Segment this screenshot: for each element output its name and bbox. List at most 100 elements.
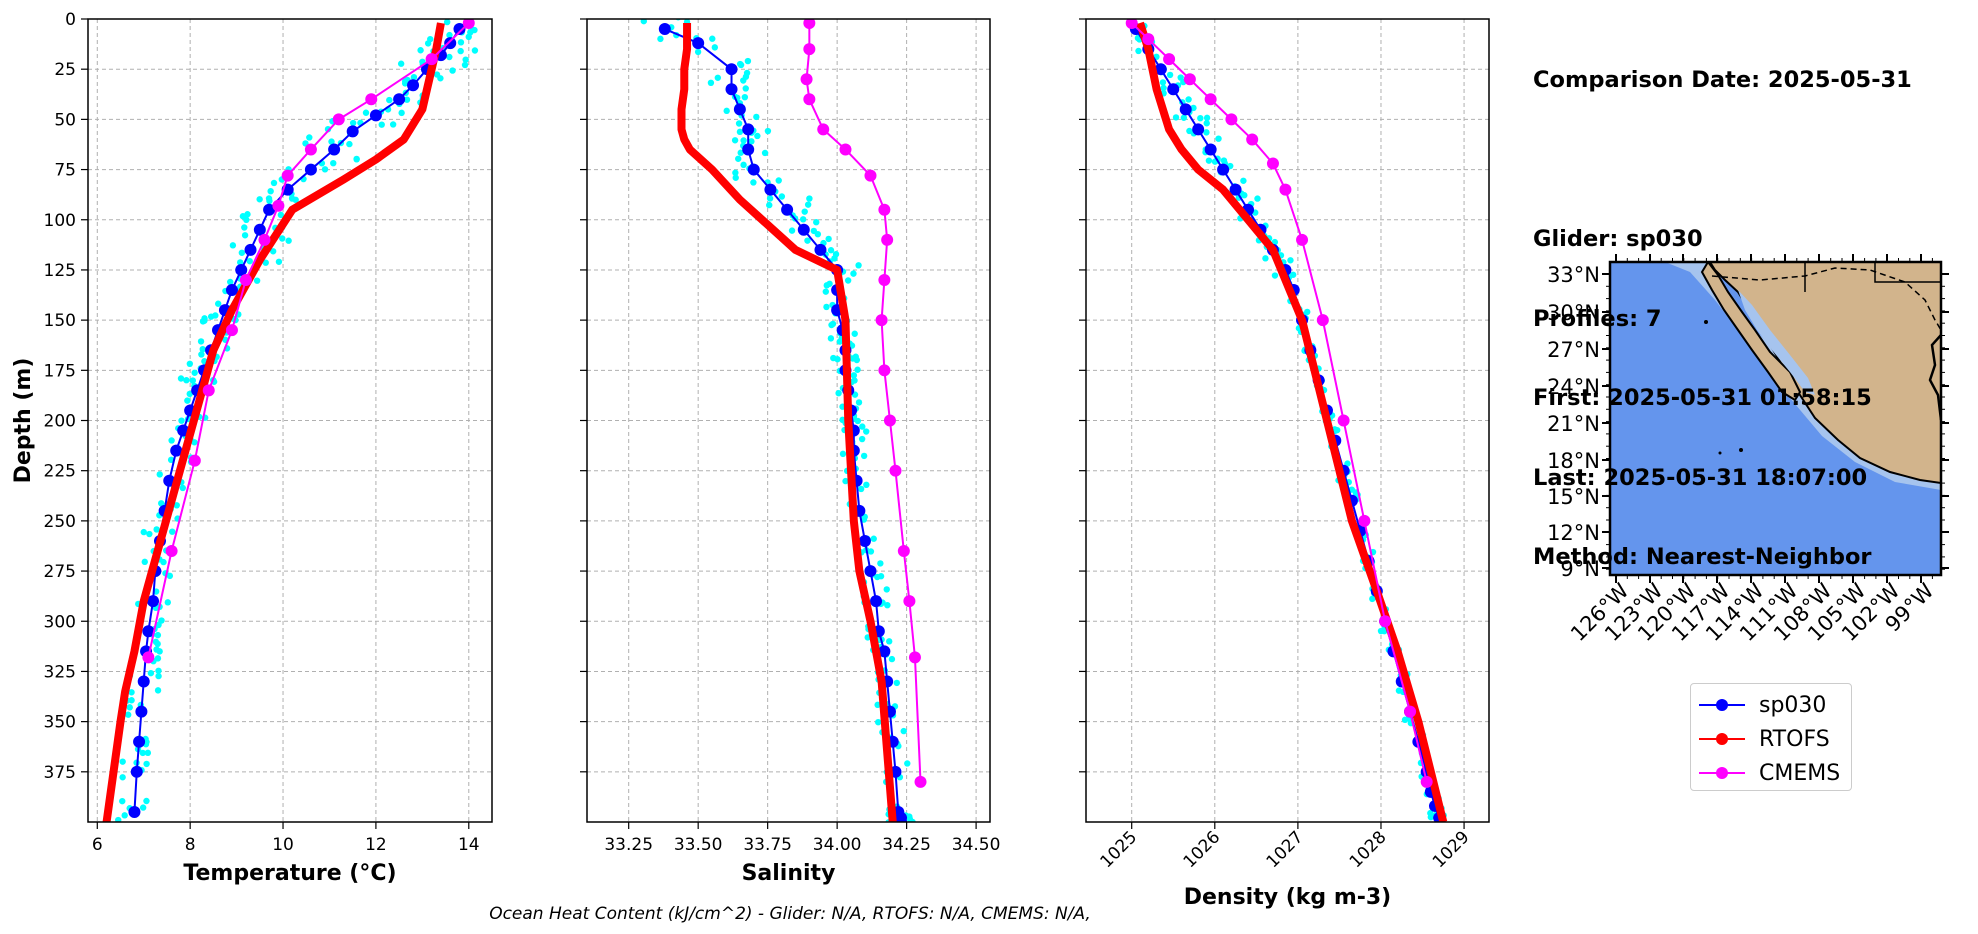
glider-profile-point <box>241 232 249 239</box>
glider-profile-point <box>744 57 752 65</box>
glider-profile-point <box>158 500 165 507</box>
y-tick-label: 300 <box>44 612 76 632</box>
series-point-sp030 <box>1229 183 1242 196</box>
series-point-cmems <box>239 273 252 286</box>
glider-profile-point <box>859 423 866 430</box>
glider-profile-point <box>657 35 664 43</box>
series-point-sp030 <box>135 705 148 718</box>
glider-profile-point <box>328 138 335 145</box>
x-axis-label: Density (kg m-3) <box>1184 885 1392 910</box>
x-tick-label: 10 <box>272 835 294 855</box>
glider-profile-point <box>465 33 472 41</box>
glider-profile-point <box>732 169 739 176</box>
glider-profile-point <box>140 528 147 536</box>
series-point-sp030 <box>147 595 160 608</box>
y-tick-label: 375 <box>44 763 76 783</box>
series-point-sp030 <box>747 163 760 176</box>
glider-profile-point <box>829 320 837 328</box>
glider-profile-point <box>877 560 884 567</box>
glider-profile-point <box>178 417 185 424</box>
glider-profile-point <box>139 749 146 757</box>
series-point-sp030 <box>170 444 183 457</box>
info-panel: Comparison Date: 2025-05-31 Glider: sp03… <box>1533 14 1912 597</box>
glider-profile-point <box>736 128 744 136</box>
legend: sp030 RTOFS CMEMS <box>1690 683 1852 791</box>
y-tick-label: 325 <box>44 662 76 682</box>
glider-profile-point <box>154 687 162 694</box>
x-tick-label: 33.50 <box>674 835 723 855</box>
glider-profile-point <box>857 485 865 493</box>
x-tick-label: 1027 <box>1263 827 1308 872</box>
y-tick-label: 350 <box>44 713 76 733</box>
glider-profile-point <box>229 242 237 249</box>
y-tick-label: 50 <box>54 110 76 130</box>
series-point-sp030 <box>742 123 755 136</box>
series-point-sp030 <box>878 645 891 658</box>
glider-profile-point <box>714 74 722 81</box>
series-point-sp030 <box>328 143 341 156</box>
glider-profile-point <box>433 71 441 78</box>
map-border-2 <box>1804 262 1941 292</box>
series-point-sp030 <box>797 223 810 236</box>
series-point-cmems <box>897 544 910 557</box>
series-point-sp030 <box>453 23 466 36</box>
glider-profile-point <box>424 40 432 47</box>
map-lat-label: 33°N <box>1547 263 1600 287</box>
glider-profile-point <box>1172 114 1180 121</box>
glider-profile-point <box>875 718 882 726</box>
y-tick-label: 0 <box>65 10 76 30</box>
glider-profile-point <box>1203 129 1210 136</box>
glider-profile-point <box>238 249 246 256</box>
x-axis-label: Salinity <box>742 861 836 886</box>
series-point-sp030 <box>253 223 266 236</box>
glider-profile-point <box>904 760 911 767</box>
series-point-cmems <box>800 73 813 86</box>
legend-label-rtofs: RTOFS <box>1759 726 1830 752</box>
glider-profile-point <box>346 140 353 148</box>
map-lat-label: 12°N <box>1547 521 1600 545</box>
y-tick-label: 225 <box>44 462 76 482</box>
series-point-cmems <box>1316 314 1329 327</box>
glider-profile-point <box>279 235 286 242</box>
glider-profile-point <box>119 774 126 781</box>
panel-3: 1025 1026 1027 1028 1029 Density (kg m-3) <box>1079 18 1490 910</box>
series-point-sp030 <box>225 284 238 297</box>
series-line-cmems <box>1131 22 1428 783</box>
legend-entry: sp030 <box>1699 688 1851 722</box>
series-line-cmems <box>805 23 922 782</box>
glider-profile-point <box>761 149 769 157</box>
series-point-sp030 <box>733 103 746 116</box>
series-point-cmems <box>1266 157 1279 170</box>
series-point-sp030 <box>235 263 248 276</box>
series-line-sp030 <box>664 28 903 822</box>
series-line-rtofs <box>1136 21 1448 822</box>
glider-profile-point <box>900 727 907 735</box>
glider-profile-point <box>711 44 719 51</box>
glider-profile-point <box>863 481 870 489</box>
glider-profile-point <box>883 586 890 593</box>
map-island-3 <box>1718 451 1722 455</box>
glider-profile-point <box>168 437 175 444</box>
map-border <box>1711 267 1941 331</box>
glider-profile-point <box>1369 595 1376 603</box>
series-point-sp030 <box>304 163 317 176</box>
series-point-cmems <box>165 544 178 557</box>
legend-marker-cmems <box>1699 767 1745 779</box>
glider-profile-point <box>146 530 153 538</box>
series-point-cmems <box>281 169 294 182</box>
glider-profile-point <box>265 195 273 202</box>
glider-profile-point <box>417 47 424 54</box>
series-point-sp030 <box>137 675 150 688</box>
map-coast-east <box>1928 334 1941 421</box>
x-tick-label: 14 <box>458 835 480 855</box>
glider-profile-point <box>813 219 820 226</box>
series-point-sp030 <box>692 37 705 50</box>
glider-profile-point <box>449 67 456 74</box>
glider-profile-point <box>851 330 858 337</box>
glider-profile-point <box>839 450 847 458</box>
legend-entry: RTOFS <box>1699 722 1851 756</box>
series-point-sp030 <box>742 143 755 156</box>
glider-profile-point <box>823 303 830 311</box>
series-point-sp030 <box>1167 83 1180 96</box>
glider-profile-point <box>288 195 296 202</box>
